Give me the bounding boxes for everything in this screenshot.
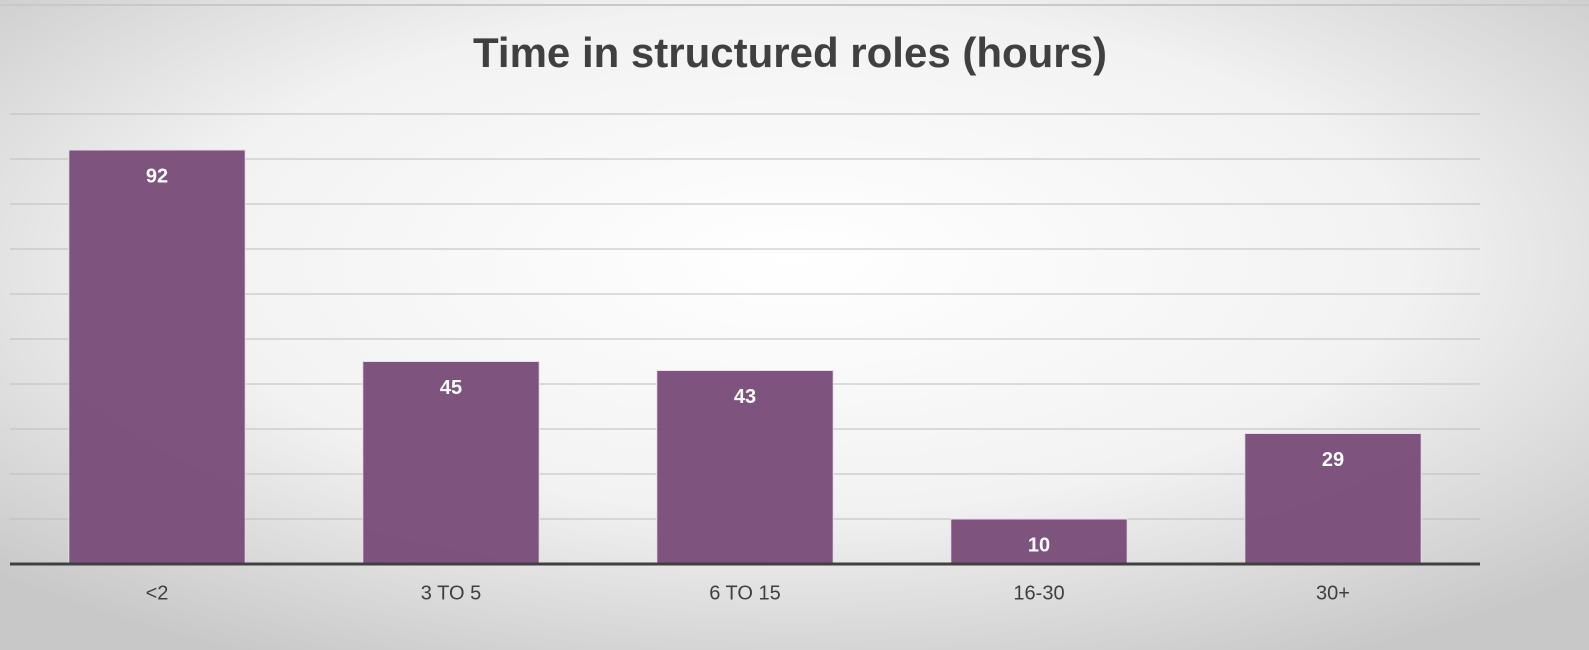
x-tick-label: <2 <box>146 582 169 604</box>
x-tick-label: 16-30 <box>1013 582 1064 604</box>
bar <box>362 361 540 565</box>
bar <box>1244 433 1422 565</box>
data-label: 10 <box>1028 534 1050 556</box>
x-tick-label: 3 TO 5 <box>421 582 481 604</box>
data-label: 92 <box>146 165 168 187</box>
bar <box>68 149 246 565</box>
x-tick-label: 6 TO 15 <box>709 582 781 604</box>
data-label: 29 <box>1322 449 1344 471</box>
chart-title: Time in structured roles (hours) <box>473 29 1107 76</box>
data-label: 43 <box>734 386 756 408</box>
bar <box>950 518 1128 565</box>
x-tick-label: 30+ <box>1316 582 1350 604</box>
bar <box>656 370 834 565</box>
data-label: 45 <box>440 377 462 399</box>
bars: 92 45 43 10 29 <box>68 149 1422 565</box>
